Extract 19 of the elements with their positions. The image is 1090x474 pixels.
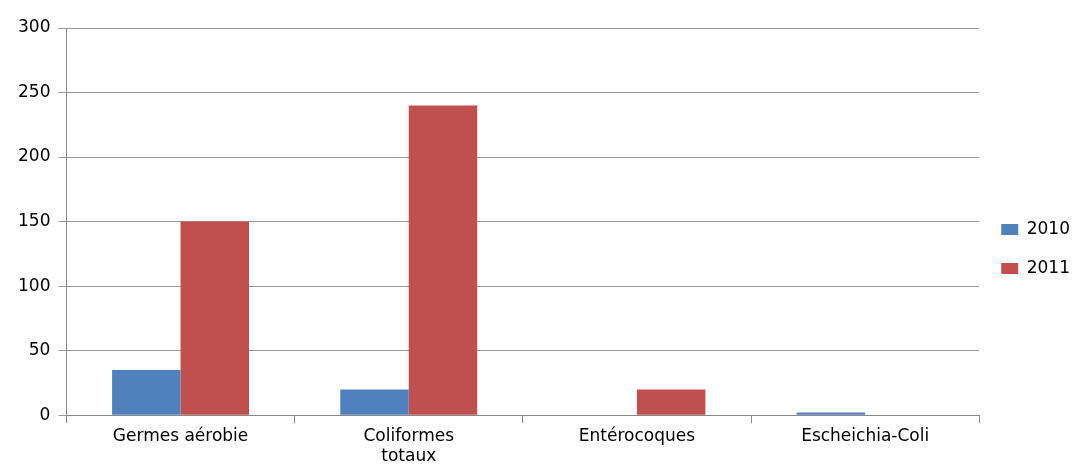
- bar: [796, 412, 866, 415]
- y-tick-label: 200: [17, 145, 51, 166]
- bar: [340, 389, 409, 415]
- x-tick-label: Germes aérobie: [112, 424, 249, 445]
- y-tick-label: 50: [28, 339, 51, 360]
- y-tick-label: 300: [17, 16, 51, 37]
- bar: [112, 370, 181, 415]
- x-tick-label: Coliformes totaux: [363, 424, 455, 466]
- bar: [408, 105, 478, 415]
- legend-label: 2010: [1026, 217, 1070, 238]
- x-tick-label: Escheichia-Coli: [801, 424, 930, 445]
- y-tick-label: 0: [39, 403, 51, 424]
- bar: [636, 389, 706, 415]
- y-tick-label: 250: [17, 80, 51, 101]
- legend-label: 2011: [1026, 256, 1070, 277]
- y-tick-label: 150: [17, 210, 51, 231]
- y-tick-label: 100: [17, 274, 51, 295]
- bar: [180, 221, 250, 415]
- x-tick-label: Entérocoques: [578, 424, 696, 445]
